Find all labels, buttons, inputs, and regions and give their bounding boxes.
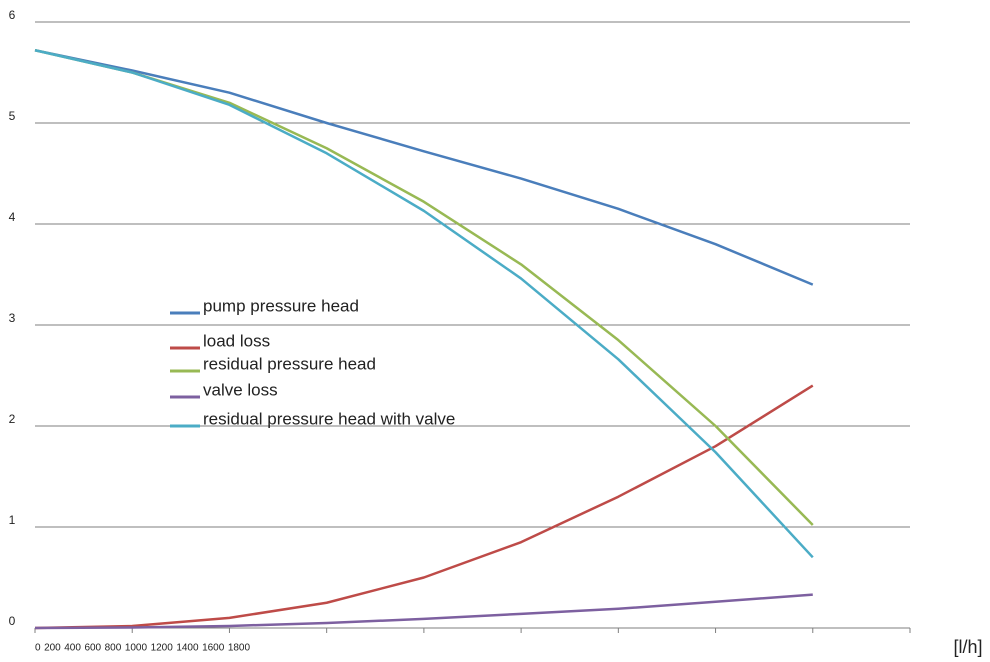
series-line xyxy=(34,49,814,526)
y-tick-label: 2 xyxy=(9,412,16,426)
series-line xyxy=(34,384,814,630)
y-tick-label: 1 xyxy=(9,513,16,527)
y-tick-label: 0 xyxy=(9,614,16,628)
legend-label: load loss xyxy=(203,331,270,350)
x-tick-label: 1400 xyxy=(176,643,199,654)
y-tick-label: 5 xyxy=(9,109,16,123)
x-tick-label: 800 xyxy=(105,643,122,654)
x-tick-label: 400 xyxy=(64,643,81,654)
legend-label: residual pressure head with valve xyxy=(203,409,455,428)
y-tick-label: 3 xyxy=(9,311,16,325)
x-tick-label: 0 xyxy=(35,643,41,654)
x-tick-label: 1800 xyxy=(228,643,251,654)
y-tick-label: 6 xyxy=(9,8,16,22)
x-tick-label: 1000 xyxy=(125,643,148,654)
y-tick-label: 4 xyxy=(9,210,16,224)
series-line xyxy=(34,49,814,559)
legend-label: pump pressure head xyxy=(203,296,359,315)
series-line xyxy=(34,49,814,286)
x-tick-label: 1600 xyxy=(202,643,225,654)
x-axis-label: [l/h] xyxy=(953,637,982,657)
x-tick-label: 200 xyxy=(44,643,61,654)
legend-label: residual pressure head xyxy=(203,354,376,373)
x-tick-label: 600 xyxy=(84,643,101,654)
legend-label: valve loss xyxy=(203,380,278,399)
series-line xyxy=(34,593,813,630)
x-tick-label: 1200 xyxy=(151,643,174,654)
